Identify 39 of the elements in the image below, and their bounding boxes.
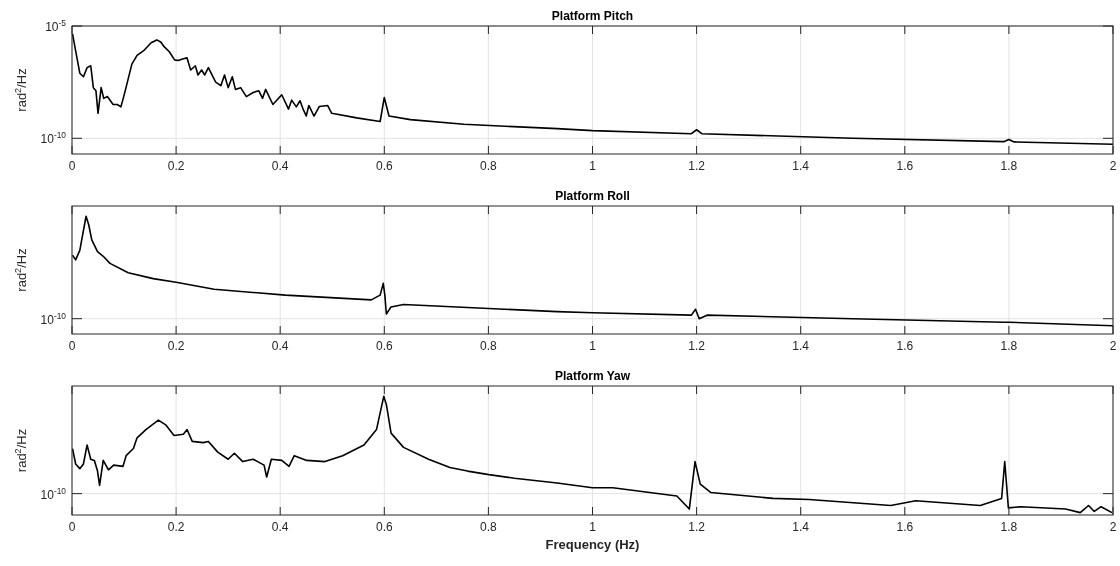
x-tick-label: 1.6 <box>896 159 914 173</box>
y-tick-label: 10$^{-5}$ <box>45 18 67 34</box>
x-tick-label: 0.6 <box>375 520 393 534</box>
chart-title: Platform Pitch <box>551 9 634 23</box>
x-tick-label: 2 <box>1109 339 1117 353</box>
x-tick-label: 1.8 <box>1000 159 1018 173</box>
x-tick-label: 1.8 <box>1000 520 1018 534</box>
x-tick-label: 0.2 <box>167 159 185 173</box>
chart-title: Platform Yaw <box>554 369 631 383</box>
x-axis-title: Frequency (Hz) <box>545 537 640 552</box>
x-tick-label: 0.6 <box>375 339 393 353</box>
x-tick-label: 1.4 <box>792 159 810 173</box>
x-tick-label: 1.8 <box>1000 339 1018 353</box>
x-tick-label: 2 <box>1109 520 1117 534</box>
x-tick-label: 1.4 <box>792 339 810 353</box>
x-tick-label: 0.8 <box>480 339 498 353</box>
x-tick-label: 0 <box>68 159 76 173</box>
x-tick-label: 1.2 <box>688 159 706 173</box>
x-tick-label: 0.6 <box>375 159 393 173</box>
x-tick-label: 1 <box>589 520 597 534</box>
x-tick-label: 1.2 <box>688 339 706 353</box>
x-tick-label: 0 <box>68 520 76 534</box>
x-tick-label: 2 <box>1109 159 1117 173</box>
x-tick-label: 0.4 <box>271 520 289 534</box>
x-tick-label: 1.6 <box>896 339 914 353</box>
x-tick-label: 1.6 <box>896 520 914 534</box>
x-tick-label: 0 <box>68 339 76 353</box>
x-tick-label: 0.8 <box>480 520 498 534</box>
x-tick-label: 1 <box>589 159 597 173</box>
chart-title: Platform Roll <box>555 189 630 203</box>
line-series <box>72 32 1113 146</box>
x-tick-label: 0.4 <box>271 159 289 173</box>
x-tick-label: 1.4 <box>792 520 810 534</box>
x-tick-label: 0.2 <box>167 339 185 353</box>
x-tick-label: 1 <box>589 339 597 353</box>
x-tick-label: 0.2 <box>167 520 185 534</box>
x-tick-label: 1.2 <box>688 520 706 534</box>
x-tick-label: 0.8 <box>480 159 498 173</box>
x-tick-label: 0.4 <box>271 339 289 353</box>
